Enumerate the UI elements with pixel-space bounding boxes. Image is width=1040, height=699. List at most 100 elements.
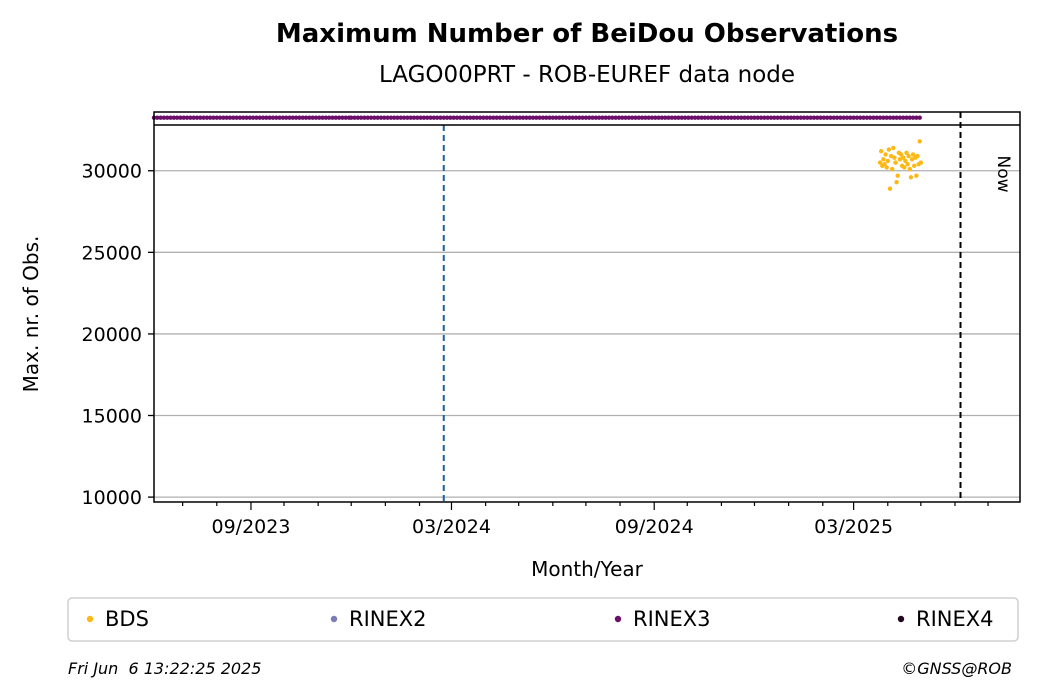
rinex3-point — [904, 115, 909, 120]
rinex3-point — [805, 115, 810, 120]
rinex3-point — [267, 115, 272, 120]
legend-marker — [897, 615, 905, 623]
legend-marker — [86, 615, 94, 623]
rinex3-point — [174, 115, 180, 120]
rinex3-point — [477, 115, 483, 120]
rinex3-point — [858, 115, 863, 120]
rinex3-point — [811, 115, 817, 120]
rinex3-point — [715, 115, 721, 120]
rinex3-point — [382, 115, 387, 120]
rinex3-point — [340, 115, 345, 120]
rinex3-point — [762, 115, 767, 120]
bds-point — [902, 165, 907, 170]
rinex3-point — [241, 115, 246, 120]
rinex3-point — [636, 115, 641, 120]
rinex3-point — [824, 115, 830, 120]
chart-title: Maximum Number of BeiDou Observations — [276, 19, 898, 49]
rinex3-point — [395, 115, 400, 120]
rinex3-point — [603, 115, 608, 120]
bds-point — [883, 152, 888, 157]
rinex3-point — [501, 115, 506, 120]
rinex3-point — [247, 115, 253, 120]
rinex3-point — [326, 115, 332, 120]
rinex3-point — [300, 115, 305, 120]
rinex3-point — [841, 115, 846, 120]
rinex3-point — [669, 115, 675, 120]
rinex3-point — [484, 115, 489, 120]
rinex3-point — [854, 115, 860, 120]
rinex3-point — [639, 115, 645, 120]
rinex3-point — [646, 115, 651, 120]
y-axis-ticks: 10000 15000 20000 25000 30000 — [82, 161, 154, 509]
rinex3-point — [910, 115, 916, 120]
bds-point — [914, 173, 919, 178]
rinex3-point — [237, 115, 243, 120]
rinex3-point — [758, 115, 764, 120]
rinex3-point — [788, 115, 794, 120]
rinex3-point — [194, 115, 200, 120]
rinex3-point — [290, 115, 296, 120]
rinex3-point — [881, 115, 886, 120]
rinex3-point — [244, 115, 249, 120]
y-tick-label: 15000 — [82, 406, 142, 428]
rinex3-point — [181, 115, 186, 120]
rinex3-point — [570, 115, 575, 120]
rinex3-point — [633, 115, 638, 120]
rinex3-point — [365, 115, 370, 120]
rinex3-point — [725, 115, 731, 120]
rinex3-point — [705, 115, 711, 120]
rinex3-point — [563, 115, 569, 120]
x-tick-label: 09/2024 — [615, 516, 694, 538]
rinex3-point — [471, 115, 476, 120]
rinex3-point — [550, 115, 556, 120]
rinex3-point — [405, 115, 410, 120]
rinex3-point — [874, 115, 879, 120]
bds-point — [889, 166, 895, 172]
rinex3-point — [317, 115, 322, 120]
x-axis-ticks: 09/2023 03/2024 09/2024 03/2025 — [182, 502, 989, 538]
rinex3-point — [320, 115, 325, 120]
rinex3-point — [798, 115, 803, 120]
rinex3-point — [732, 115, 737, 120]
rinex3-point — [709, 115, 714, 120]
rinex3-point — [897, 115, 903, 120]
rinex3-point — [547, 115, 552, 120]
rinex3-point — [616, 115, 622, 120]
rinex3-point — [287, 115, 292, 120]
rinex3-point — [368, 115, 374, 120]
rinex3-point — [158, 115, 163, 120]
rinex3-point — [168, 115, 173, 120]
rinex3-point — [629, 115, 635, 120]
rinex3-point — [861, 115, 866, 120]
rinex3-point — [411, 115, 417, 120]
rinex3-point — [260, 115, 266, 120]
rinex3-point — [831, 115, 836, 120]
rinex3-point — [497, 115, 503, 120]
legend-label: RINEX4 — [916, 607, 994, 631]
rinex3-point — [815, 115, 820, 120]
y-tick-label: 25000 — [82, 242, 142, 264]
rinex3-point — [464, 115, 470, 120]
rinex3-point — [851, 115, 856, 120]
footer-timestamp: Fri Jun 6 13:22:25 2025 — [68, 659, 261, 678]
rinex3-point — [666, 115, 671, 120]
rinex3-point — [907, 115, 913, 120]
rinex3-point — [431, 115, 437, 120]
rinex3-point — [577, 115, 582, 120]
rinex3-point — [613, 115, 618, 120]
rinex3-point — [264, 115, 269, 120]
rinex3-point — [274, 115, 279, 120]
rinex3-point — [540, 115, 546, 120]
rinex3-point — [438, 115, 443, 120]
rinex3-point — [293, 115, 299, 120]
rinex3-point — [201, 115, 206, 120]
bds-point — [877, 160, 883, 165]
rinex3-point — [722, 115, 727, 120]
rinex3-point — [231, 115, 236, 120]
rinex3-point — [461, 115, 466, 120]
legend-label: BDS — [105, 607, 149, 631]
rinex3-point — [610, 115, 615, 120]
rinex3-point — [600, 115, 605, 120]
rinex3-point — [808, 115, 813, 120]
rinex3-point — [507, 115, 513, 120]
